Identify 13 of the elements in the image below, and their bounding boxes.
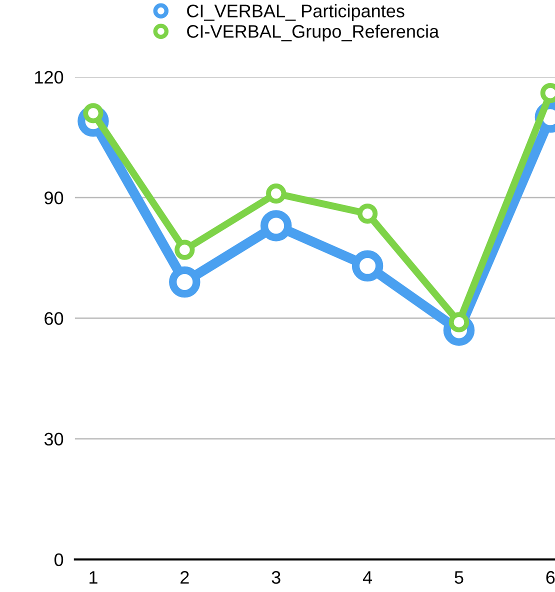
y-tick-label: 0 bbox=[54, 553, 64, 566]
x-tick-label: 6 bbox=[546, 571, 555, 584]
x-tick-label: 5 bbox=[454, 571, 464, 584]
x-tick-label: 4 bbox=[362, 571, 372, 584]
legend-label: CI-VERBAL_Grupo_Referencia bbox=[187, 24, 440, 42]
y-tick-label: 30 bbox=[44, 432, 64, 446]
legend-label: CI_VERBAL_ Participantes bbox=[187, 4, 404, 21]
y-tick-label: 60 bbox=[44, 312, 64, 325]
y-tick-label: 120 bbox=[35, 70, 64, 84]
x-tick-label: 2 bbox=[180, 571, 189, 584]
x-tick-label: 1 bbox=[90, 571, 98, 584]
y-tick-label: 90 bbox=[44, 192, 64, 204]
x-tick-label: 3 bbox=[272, 571, 280, 584]
